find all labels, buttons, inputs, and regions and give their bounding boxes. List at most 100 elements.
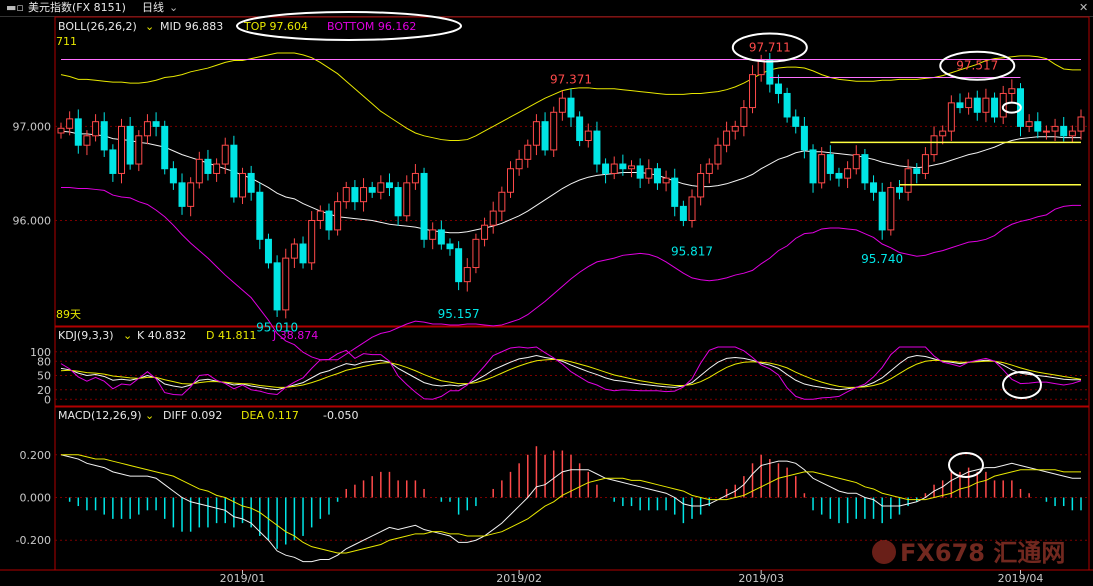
candle-body[interactable]	[576, 116, 584, 142]
candle-body[interactable]	[662, 177, 670, 184]
candle-body[interactable]	[766, 60, 774, 85]
candle-body[interactable]	[239, 172, 247, 198]
candle-body[interactable]	[541, 121, 549, 151]
candle-body[interactable]	[446, 243, 454, 250]
candle-body[interactable]	[360, 187, 368, 203]
candle-body[interactable]	[723, 130, 731, 146]
candle-body[interactable]	[1034, 121, 1042, 132]
candle-body[interactable]	[697, 172, 705, 198]
candle-body[interactable]	[264, 238, 272, 264]
candle-body[interactable]	[152, 121, 160, 127]
candle-body[interactable]	[1025, 121, 1033, 127]
candle-body[interactable]	[939, 130, 947, 137]
candle-body[interactable]	[57, 127, 65, 134]
candle-body[interactable]	[515, 158, 523, 170]
period-dropdown-icon[interactable]: ⌄	[169, 1, 179, 14]
candle-body[interactable]	[532, 121, 540, 146]
candle-body[interactable]	[783, 92, 791, 118]
candle-body[interactable]	[610, 163, 618, 174]
candle-body[interactable]	[973, 97, 981, 113]
candle-body[interactable]	[472, 238, 480, 269]
candle-body[interactable]	[852, 154, 860, 170]
candle-body[interactable]	[956, 102, 964, 109]
candle-body[interactable]	[809, 149, 817, 184]
candle-body[interactable]	[826, 154, 834, 174]
candle-body[interactable]	[602, 163, 610, 174]
candle-body[interactable]	[213, 163, 221, 174]
candle-body[interactable]	[749, 74, 757, 109]
candle-body[interactable]	[550, 111, 558, 151]
candle-body[interactable]	[731, 125, 739, 132]
candle-body[interactable]	[714, 144, 722, 165]
candle-body[interactable]	[256, 191, 264, 240]
candle-body[interactable]	[463, 267, 471, 283]
candle-body[interactable]	[870, 182, 878, 193]
candle-body[interactable]	[593, 130, 601, 165]
candle-body[interactable]	[230, 144, 238, 198]
candle-body[interactable]	[351, 187, 359, 203]
candle-body[interactable]	[221, 144, 229, 165]
candle-body[interactable]	[774, 83, 782, 94]
candle-body[interactable]	[481, 224, 489, 240]
candle-body[interactable]	[584, 130, 592, 142]
candle-body[interactable]	[861, 154, 869, 184]
candle-body[interactable]	[290, 243, 298, 259]
candle-body[interactable]	[645, 168, 653, 179]
candle-body[interactable]	[437, 229, 445, 245]
candle-body[interactable]	[688, 196, 696, 221]
candle-body[interactable]	[204, 158, 212, 174]
candle-body[interactable]	[74, 118, 82, 146]
candle-body[interactable]	[558, 97, 566, 113]
candle-body[interactable]	[195, 158, 203, 184]
candle-body[interactable]	[792, 116, 800, 127]
candle-body[interactable]	[705, 163, 713, 174]
candle-body[interactable]	[118, 125, 126, 174]
candle-body[interactable]	[161, 125, 169, 170]
candle-body[interactable]	[325, 210, 333, 231]
period-label[interactable]: 日线	[142, 1, 164, 14]
candle-body[interactable]	[636, 165, 644, 179]
candle-body[interactable]	[308, 219, 316, 264]
candle-body[interactable]	[653, 168, 661, 184]
candle-body[interactable]	[135, 135, 143, 165]
candle-body[interactable]	[187, 182, 195, 207]
candle-body[interactable]	[844, 168, 852, 179]
candle-body[interactable]	[1008, 88, 1016, 94]
candle-body[interactable]	[628, 165, 636, 170]
candle-body[interactable]	[385, 182, 393, 189]
candle-body[interactable]	[498, 191, 506, 212]
candle-body[interactable]	[671, 177, 679, 207]
candle-body[interactable]	[455, 248, 463, 283]
candle-body[interactable]	[757, 60, 765, 76]
candle-body[interactable]	[619, 163, 627, 170]
candle-body[interactable]	[567, 97, 575, 118]
candle-body[interactable]	[429, 229, 437, 240]
candle-body[interactable]	[921, 154, 929, 174]
candle-body[interactable]	[904, 168, 912, 193]
candle-body[interactable]	[100, 121, 108, 151]
candle-body[interactable]	[965, 97, 973, 109]
candle-body[interactable]	[282, 257, 290, 311]
candle-body[interactable]	[740, 107, 748, 127]
candle-body[interactable]	[1042, 130, 1050, 133]
candle-body[interactable]	[878, 191, 886, 231]
candle-body[interactable]	[800, 125, 808, 151]
candle-body[interactable]	[247, 172, 255, 193]
candle-body[interactable]	[489, 210, 497, 226]
candle-body[interactable]	[1051, 125, 1059, 132]
close-icon[interactable]: ✕	[1079, 1, 1089, 14]
candle-body[interactable]	[316, 210, 324, 221]
candle-body[interactable]	[92, 121, 100, 137]
candle-body[interactable]	[895, 187, 903, 193]
candle-body[interactable]	[66, 118, 74, 129]
candle-body[interactable]	[342, 187, 350, 203]
candle-body[interactable]	[679, 205, 687, 221]
candle-body[interactable]	[835, 172, 843, 179]
candle-body[interactable]	[887, 187, 895, 231]
candle-body[interactable]	[368, 187, 376, 193]
candle-body[interactable]	[126, 125, 134, 165]
candle-body[interactable]	[377, 182, 385, 193]
candle-body[interactable]	[420, 172, 428, 240]
candle-body[interactable]	[1068, 130, 1076, 137]
